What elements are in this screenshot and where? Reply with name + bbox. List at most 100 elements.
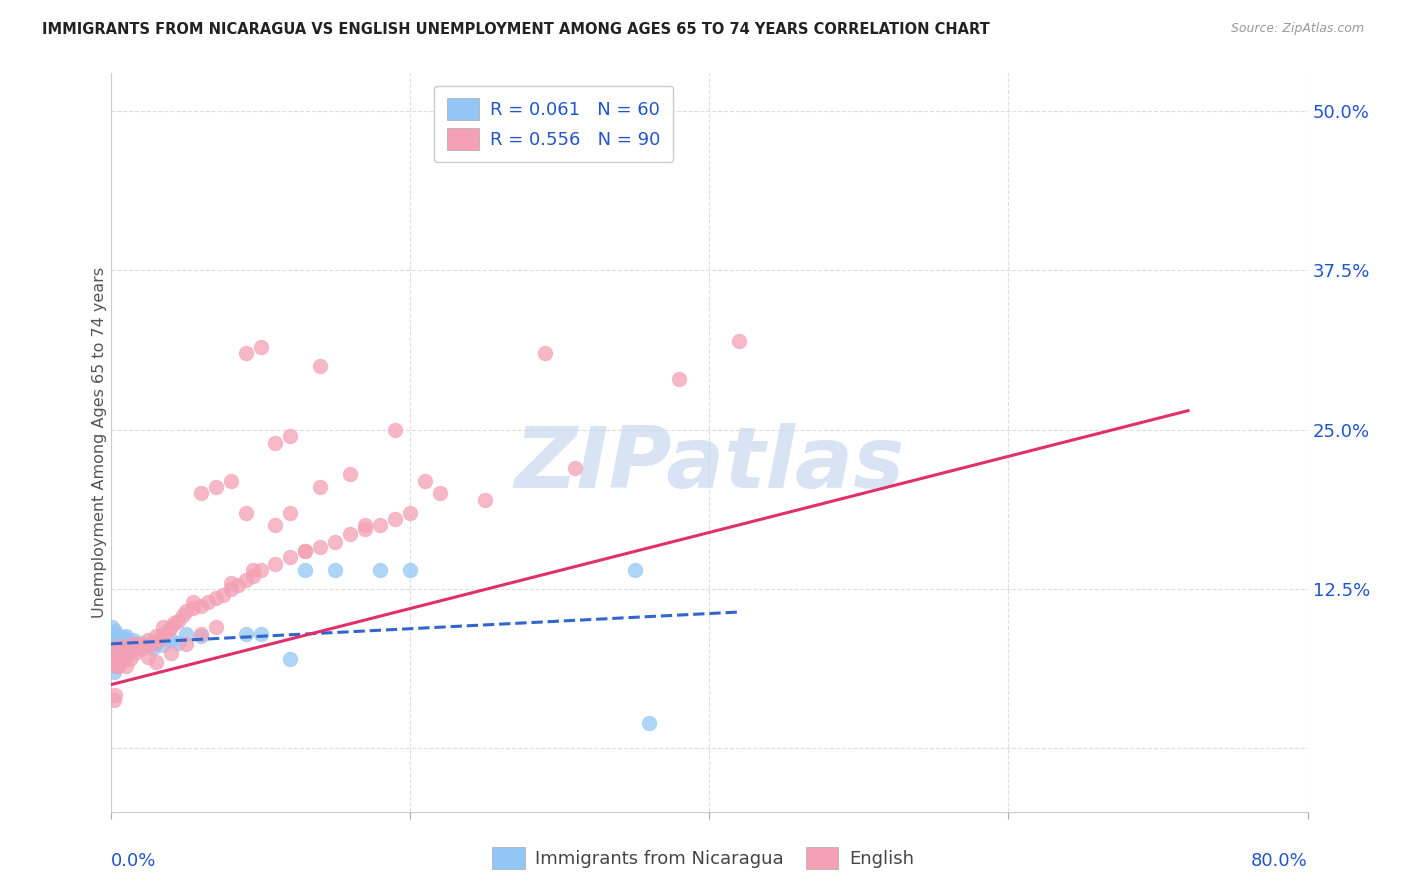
Point	[124, 646, 146, 660]
Point	[309, 480, 332, 494]
Point	[120, 640, 142, 654]
Point	[129, 642, 152, 657]
Point	[564, 461, 586, 475]
Point	[174, 637, 197, 651]
Point	[105, 633, 128, 648]
Point	[124, 637, 146, 651]
Point	[623, 563, 645, 577]
Point	[122, 637, 145, 651]
Point	[159, 646, 181, 660]
Point	[354, 522, 377, 536]
Point	[127, 637, 149, 651]
Point	[115, 629, 138, 643]
Point	[638, 715, 661, 730]
Point	[204, 620, 226, 634]
Point	[107, 658, 129, 673]
Point	[103, 637, 125, 651]
Point	[249, 563, 271, 577]
Point	[190, 486, 212, 500]
Point	[103, 642, 125, 657]
Point	[103, 665, 125, 679]
Point	[107, 629, 129, 643]
Point	[120, 652, 142, 666]
Point	[112, 649, 135, 664]
Point	[117, 644, 139, 658]
Point	[152, 638, 174, 652]
Point	[668, 372, 690, 386]
Point	[294, 544, 316, 558]
Point	[103, 693, 125, 707]
Point	[174, 604, 197, 618]
Point	[429, 486, 451, 500]
Point	[474, 492, 496, 507]
Point	[115, 658, 138, 673]
Point	[167, 614, 190, 628]
Point	[103, 658, 125, 673]
Point	[122, 640, 145, 654]
Point	[101, 652, 124, 666]
Text: IMMIGRANTS FROM NICARAGUA VS ENGLISH UNEMPLOYMENT AMONG AGES 65 TO 74 YEARS CORR: IMMIGRANTS FROM NICARAGUA VS ENGLISH UNE…	[42, 22, 990, 37]
Point	[197, 595, 219, 609]
Point	[235, 626, 257, 640]
Point	[190, 599, 212, 613]
Point	[110, 635, 132, 649]
Point	[101, 646, 124, 660]
Point	[104, 649, 127, 664]
Point	[219, 575, 242, 590]
Point	[138, 633, 160, 648]
Point	[309, 359, 332, 373]
Point	[219, 474, 242, 488]
Point	[112, 647, 135, 661]
Point	[167, 635, 190, 649]
Point	[115, 648, 138, 663]
Point	[118, 642, 141, 657]
Legend: Immigrants from Nicaragua, English: Immigrants from Nicaragua, English	[484, 838, 922, 879]
Point	[204, 591, 226, 605]
Point	[156, 624, 179, 639]
Point	[399, 506, 422, 520]
Point	[142, 637, 165, 651]
Point	[159, 633, 181, 648]
Point	[354, 518, 377, 533]
Point	[121, 637, 143, 651]
Point	[413, 474, 436, 488]
Point	[111, 643, 134, 657]
Point	[148, 633, 170, 648]
Point	[142, 640, 165, 655]
Text: 0.0%: 0.0%	[111, 852, 156, 871]
Point	[145, 629, 167, 643]
Point	[339, 467, 361, 482]
Point	[152, 620, 174, 634]
Point	[101, 633, 124, 648]
Point	[122, 633, 145, 648]
Point	[108, 651, 131, 665]
Point	[132, 640, 155, 654]
Point	[118, 646, 141, 660]
Text: ZIPatlas: ZIPatlas	[515, 423, 904, 506]
Point	[249, 340, 271, 354]
Point	[138, 637, 160, 651]
Point	[122, 642, 145, 657]
Point	[533, 346, 555, 360]
Text: 80.0%: 80.0%	[1251, 852, 1308, 871]
Point	[323, 563, 346, 577]
Point	[323, 535, 346, 549]
Legend: R = 0.061   N = 60, R = 0.556   N = 90: R = 0.061 N = 60, R = 0.556 N = 90	[434, 86, 673, 162]
Point	[108, 632, 131, 646]
Point	[111, 631, 134, 645]
Point	[309, 540, 332, 554]
Point	[339, 527, 361, 541]
Point	[159, 620, 181, 634]
Point	[249, 626, 271, 640]
Point	[212, 589, 235, 603]
Point	[204, 480, 226, 494]
Point	[104, 649, 127, 664]
Point	[111, 642, 134, 657]
Point	[163, 616, 186, 631]
Point	[384, 512, 406, 526]
Point	[129, 635, 152, 649]
Point	[101, 620, 124, 634]
Point	[152, 626, 174, 640]
Point	[107, 640, 129, 654]
Point	[145, 655, 167, 669]
